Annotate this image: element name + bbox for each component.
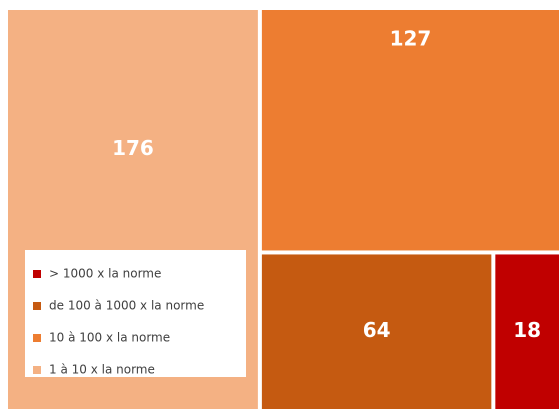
legend-box: [25, 250, 246, 377]
cell-label: 18: [513, 318, 541, 342]
legend-swatch: [33, 334, 41, 342]
cell-label: 176: [112, 136, 154, 160]
treemap-cell: [261, 254, 492, 409]
legend-label: 1 à 10 x la norme: [49, 363, 155, 377]
treemap-cell: [261, 10, 559, 251]
treemap-cell: [495, 254, 559, 409]
legend-swatch: [33, 366, 41, 374]
legend-swatch: [33, 270, 41, 278]
cell-label: 127: [390, 27, 432, 51]
legend-label: de 100 à 1000 x la norme: [49, 299, 204, 313]
legend-label: 10 à 100 x la norme: [49, 331, 170, 345]
legend-swatch: [33, 302, 41, 310]
legend-label: > 1000 x la norme: [49, 267, 161, 281]
cell-label: 64: [363, 318, 391, 342]
